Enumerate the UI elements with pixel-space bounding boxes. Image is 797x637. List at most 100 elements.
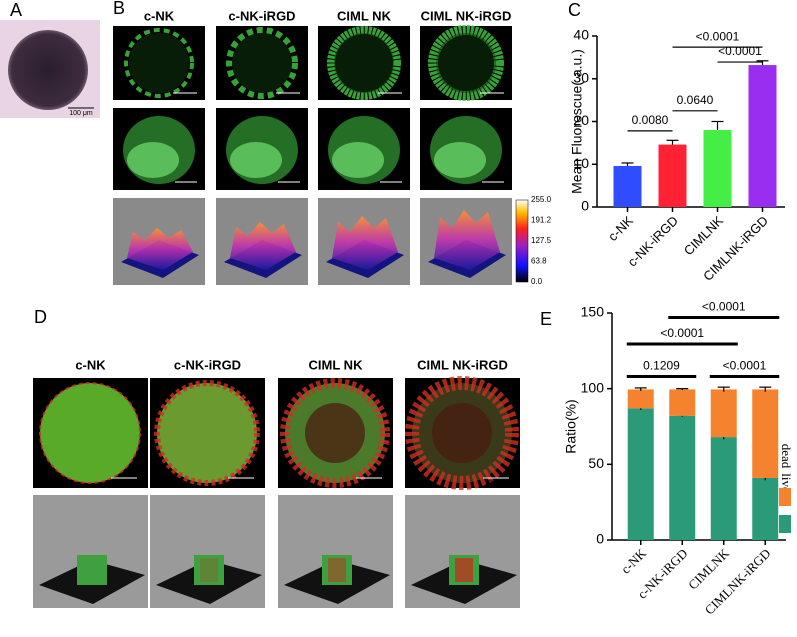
comparison-label: <0.0001 (696, 29, 740, 43)
legend-label: dead (779, 444, 794, 469)
scale-bar-label: 100 μm (112, 480, 136, 487)
scale-bar-label: 100 μm (69, 110, 93, 117)
comparison-label: <0.0001 (660, 326, 704, 340)
colorbar-label: 191.2 (531, 216, 552, 225)
spheroid-ring (428, 25, 504, 101)
y-axis-label: Mean Fluorescue( a.u.) (569, 49, 585, 194)
surface-peaks (127, 228, 193, 270)
comparison-label: 0.0080 (632, 113, 669, 127)
panel-label: B (113, 0, 125, 18)
spheroid-live (40, 383, 140, 483)
surface-dead (455, 558, 473, 582)
column-header: CIML NK (337, 8, 392, 23)
spheroid-core (436, 33, 496, 93)
spheroid-edge (434, 142, 486, 178)
spheroid-edge (127, 142, 179, 178)
colorbar (515, 199, 529, 283)
legend-swatch (779, 488, 791, 506)
panel-label: E (540, 309, 552, 329)
spheroid-dead (154, 380, 260, 486)
column-header: c-NK-iRGD (174, 357, 241, 372)
spheroid-edge (332, 142, 384, 178)
colorbar-label: 255.0 (531, 195, 552, 204)
spheroid-core (334, 33, 394, 93)
column-header: c-NK (144, 8, 175, 23)
comparison-label: <0.0001 (702, 300, 746, 314)
surface-peaks (434, 210, 500, 270)
spheroid-core (232, 33, 292, 93)
scale-bar-label: 100 μm (278, 95, 298, 101)
bar-segment (752, 477, 779, 540)
bar-segment (710, 437, 737, 540)
spheroid-live (157, 383, 257, 483)
surface-live (77, 555, 107, 585)
y-tick-label: 100 (581, 379, 605, 395)
bar (613, 165, 642, 207)
y-tick-label: 20 (573, 112, 589, 128)
colorbar-label: 0.0 (531, 277, 543, 286)
y-tick-label: 0 (596, 531, 604, 547)
colorbar-label: 63.8 (531, 257, 547, 266)
y-tick-label: 10 (573, 155, 589, 171)
comparison-label: 0.1209 (643, 359, 680, 373)
panel-label: A (10, 0, 22, 20)
spheroid-core (129, 33, 189, 93)
column-header: CIML NK (309, 357, 364, 372)
bar-segment (627, 389, 654, 409)
legend-swatch (779, 515, 791, 533)
y-tick-label: 30 (573, 69, 589, 85)
comparison-label: <0.0001 (723, 359, 767, 373)
spheroid-dead (280, 378, 390, 488)
bar-segment (627, 408, 654, 540)
spheroid (8, 30, 88, 110)
y-tick-label: 150 (581, 304, 605, 320)
surface-live (194, 555, 224, 585)
bar (658, 144, 687, 207)
y-tick-label: 0 (581, 198, 589, 214)
spheroid-dead (405, 376, 519, 490)
comparison-label: <0.0001 (718, 44, 762, 58)
y-tick-label: 40 (573, 27, 589, 43)
spheroid-core (305, 403, 365, 463)
spheroid-ring (124, 28, 194, 98)
column-header: CIML NK-iRGD (417, 357, 508, 372)
column-header: CIML NK-iRGD (421, 8, 512, 23)
bar-segment (669, 415, 696, 540)
scale-bar-label: 100 μm (357, 480, 381, 487)
surface-dead (328, 558, 346, 582)
scale-bar-label: 100 μm (380, 95, 400, 101)
panel-label: C (568, 0, 581, 20)
x-tick-label: c-NK (618, 545, 649, 576)
bar-segment (710, 389, 737, 438)
comparison-label: 0.0640 (677, 93, 714, 107)
scale-bar-label: 100 μm (176, 184, 196, 190)
surface-peaks (230, 222, 296, 270)
bar-segment (752, 389, 779, 478)
scale-bar-label: 100 μm (381, 184, 401, 190)
scale-bar-label: 100 μm (483, 184, 503, 190)
bar-segment (669, 389, 696, 416)
spheroid-edge (230, 142, 282, 178)
spheroid-dead (39, 382, 141, 484)
y-tick-label: 50 (588, 455, 604, 471)
y-axis-label: Ratio(%) (563, 399, 579, 453)
spheroid-ring (226, 27, 298, 99)
column-header: c-NK-iRGD (228, 8, 295, 23)
spheroid-ring (327, 26, 401, 100)
scale-bar-label: 100 μm (175, 95, 195, 101)
scale-bar-label: 100 μm (482, 95, 502, 101)
colorbar-label: 127.5 (531, 236, 552, 245)
spheroid-core (432, 403, 492, 463)
x-tick-label: c-NK (605, 213, 636, 244)
scale-bar-label: 100 μm (484, 480, 508, 487)
bar (703, 130, 732, 207)
scale-bar-label: 100 μm (229, 480, 253, 487)
column-header: c-NK (75, 357, 106, 372)
surface-dead (200, 558, 218, 582)
scale-bar-label: 100 μm (279, 184, 299, 190)
panel-label: D (34, 307, 47, 327)
bar (748, 65, 777, 207)
surface-peaks (332, 216, 398, 270)
x-tick-label: CIMLNK (681, 213, 727, 259)
